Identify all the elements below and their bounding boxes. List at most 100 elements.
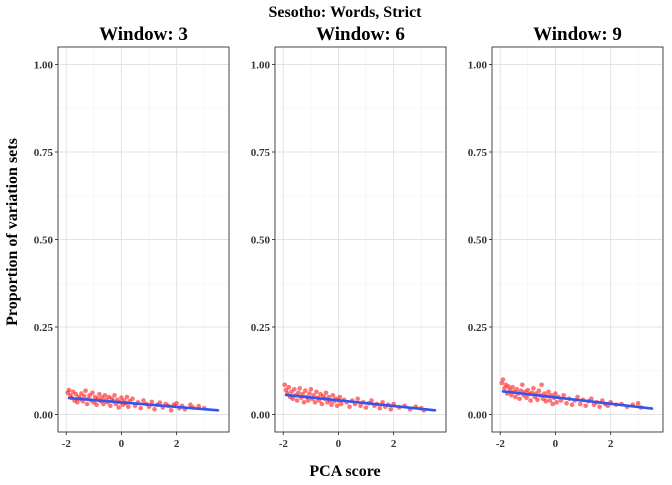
y-tick-label: 0.75 [34,147,54,159]
data-point [525,387,531,393]
x-tick-label: 0 [553,438,559,450]
data-point [535,397,540,403]
panel-title: Window: 3 [99,24,188,45]
data-point [550,401,555,407]
data-point [502,386,507,391]
data-point [101,401,106,407]
y-tick-label: 0.50 [468,235,488,247]
data-point [553,391,558,396]
data-point [528,398,533,403]
data-point [94,402,99,408]
y-tick-label: 0.25 [34,322,54,334]
data-point [517,396,522,402]
data-point [597,404,602,410]
data-point [314,389,319,395]
data-point [174,401,179,406]
x-tick-label: -2 [279,438,289,450]
data-point [635,401,641,406]
panel-2: 0.00 0.25 0.50 0.75 1.00 -2 0 2 Window: 6 [251,24,447,450]
data-point [79,391,84,396]
data-point [547,398,553,403]
y-tick-label: 0.00 [251,410,271,422]
trend-line [67,396,220,412]
data-point [531,386,536,391]
data-point [297,386,303,391]
data-point [564,401,569,406]
data-point [499,380,505,386]
data-point [97,391,102,397]
data-point [506,384,511,389]
y-tick-label: 0.25 [468,322,488,334]
data-point [152,407,157,412]
data-point [168,408,174,413]
x-tick-label: 2 [174,438,180,450]
data-point [108,403,113,409]
data-point [81,394,87,399]
data-point [312,400,318,405]
data-point [543,398,549,404]
y-axis-label: Proportion of variation sets [4,138,21,326]
data-point [126,404,131,410]
y-tick-label: 0.00 [468,410,488,422]
data-point [330,393,336,398]
data-point [90,390,95,396]
data-point [380,400,385,405]
data-point [377,405,383,411]
trend-line [284,393,437,412]
x-tick-label: 2 [391,438,397,450]
x-tick-label: 0 [119,438,125,450]
data-point [319,401,325,407]
data-point [283,387,289,393]
y-tick-label: 0.25 [251,322,271,334]
data-point [307,391,312,396]
data-point [542,391,547,396]
data-point [334,403,340,409]
data-point [196,403,201,409]
x-tick-label: 2 [608,438,614,450]
data-point [546,389,551,395]
data-point [130,396,135,402]
data-point [138,405,143,411]
data-point [513,394,518,400]
data-point [583,403,589,409]
data-point [292,387,297,392]
y-tick-label: 0.00 [34,410,54,422]
data-point [301,400,307,405]
data-point [119,395,124,401]
panel-title: Window: 9 [533,24,622,45]
data-point [75,400,80,405]
data-point [337,394,343,400]
y-tick-label: 0.50 [251,235,271,247]
data-point [112,393,117,398]
data-point [329,402,334,408]
data-point [524,395,529,401]
data-point [355,396,361,402]
x-tick-label: 0 [336,438,342,450]
data-point [157,400,163,405]
data-point [290,396,296,402]
data-point [363,405,369,410]
y-tick-label: 0.75 [251,147,271,159]
data-point [116,405,121,410]
data-point [338,401,344,407]
y-tick-label: 1.00 [34,60,54,72]
data-point [575,394,580,400]
x-axis-label: PCA score [309,463,380,480]
panels: 0.00 0.25 0.50 0.75 1.00 -2 0 2 Window: 3 0.00 0.2… [34,24,664,450]
panel-3: 0.00 0.25 0.50 0.75 1.00 -2 0 2 Window: 9 [468,24,664,450]
data-point [149,399,155,405]
data-point [536,388,542,394]
data-point [369,398,374,403]
chart-title: Sesotho: Words, Strict [268,4,422,21]
data-point [308,387,314,392]
data-point [554,400,560,405]
data-point [510,384,515,390]
data-point [296,390,301,396]
data-point [500,377,506,382]
data-point [323,390,329,396]
data-point [539,382,544,388]
data-point [509,393,514,398]
y-tick-label: 1.00 [251,60,271,72]
data-point [294,398,300,403]
